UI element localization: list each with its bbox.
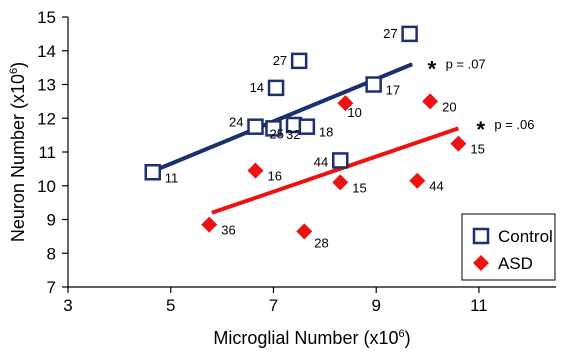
p-value-annotation: p = .07: [446, 56, 486, 71]
asd-point-marker: [337, 95, 354, 112]
legend-diamond-icon: [473, 255, 489, 271]
y-axis-title: Neuron Number (x106): [8, 62, 28, 242]
point-label: 10: [347, 105, 361, 120]
fit-line-asd: [211, 126, 460, 215]
y-tick-label: 7: [47, 278, 56, 297]
x-tick-label: 5: [166, 296, 175, 315]
asd-point-marker: [296, 223, 313, 240]
y-tick-label: 9: [47, 211, 56, 230]
point-label: 25: [269, 126, 283, 141]
control-point-marker: [365, 76, 382, 93]
x-tick-label: 3: [63, 296, 72, 315]
y-ticks: 7 8 9 10 11 12 13 14 15: [37, 8, 68, 297]
data-points: 11 24 25 14 32 27 18 44 17 27 36 16 28 15 10 44 20 15: [144, 25, 485, 250]
y-tick-label: 14: [37, 42, 56, 61]
asd-point-marker: [450, 135, 467, 152]
point-label: 36: [221, 223, 235, 238]
y-tick-label: 8: [47, 244, 56, 263]
x-axis-title: Microglial Number (x106): [213, 328, 410, 348]
asd-point-marker: [422, 93, 439, 110]
point-label: 32: [286, 127, 300, 142]
legend-items: Control ASD: [472, 227, 553, 273]
point-label: 28: [314, 235, 328, 250]
legend-square-icon: [472, 227, 490, 245]
y-tick-label: 13: [37, 76, 56, 95]
control-point-marker: [290, 52, 308, 70]
legend-label: ASD: [498, 254, 533, 273]
control-point-marker: [267, 79, 285, 97]
legend-box: [461, 213, 556, 281]
x-tick-label: 11: [470, 296, 488, 315]
x-tick-label: 7: [269, 296, 278, 315]
point-label: 24: [229, 115, 243, 130]
y-axis-title-main: Neuron Number (x10: [8, 74, 28, 242]
y-tick-label: 10: [37, 177, 56, 196]
point-label: 44: [314, 154, 328, 169]
asd-point-marker: [409, 172, 426, 189]
y-axis-title-sup: 6: [8, 68, 20, 74]
x-axis-title-sup: 6: [398, 328, 404, 340]
y-axis-title-end: ): [8, 62, 28, 68]
y-tick-label: 15: [37, 8, 56, 27]
control-point-marker: [401, 25, 418, 43]
x-ticks: 3 5 7 9 11: [63, 287, 488, 315]
fit-lines: [149, 62, 460, 215]
point-label: 44: [429, 179, 443, 194]
x-axis-title-main: Microglial Number (x10: [213, 328, 398, 348]
legend-label: Control: [498, 227, 553, 246]
legend: Control ASD: [461, 213, 556, 281]
annotations: * p = .07 * p = .06: [428, 56, 535, 142]
asd-point-marker: [201, 216, 218, 233]
point-label: 14: [250, 80, 264, 95]
point-label: 15: [470, 142, 484, 157]
asd-point-marker: [332, 174, 349, 191]
significance-star-icon: *: [476, 117, 485, 142]
significance-star-icon: *: [428, 56, 437, 81]
control-point-marker: [298, 118, 316, 135]
point-label: 27: [383, 26, 397, 41]
asd-point-marker: [247, 162, 264, 179]
control-point-marker: [247, 118, 264, 135]
x-tick-label: 9: [371, 296, 380, 315]
point-label: 16: [267, 169, 281, 184]
point-label: 27: [273, 53, 287, 68]
y-tick-label: 12: [37, 109, 56, 128]
point-label: 18: [319, 125, 333, 140]
y-tick-label: 11: [38, 143, 56, 162]
point-label: 15: [352, 180, 366, 195]
control-point-marker: [144, 164, 162, 181]
x-axis-title-end: ): [405, 328, 411, 348]
control-point-marker: [332, 152, 349, 169]
p-value-annotation: p = .06: [494, 117, 534, 132]
point-label: 11: [165, 170, 179, 185]
point-label: 20: [442, 99, 456, 114]
control-point-marker: [265, 120, 282, 137]
point-label: 17: [386, 83, 400, 98]
